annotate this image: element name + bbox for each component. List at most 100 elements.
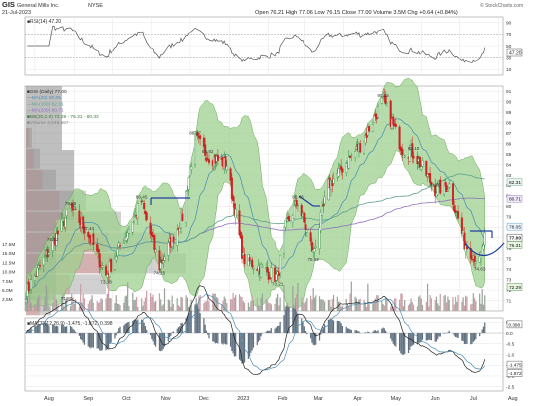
volume-bar bbox=[185, 295, 187, 311]
macd-histogram-bar bbox=[26, 330, 28, 334]
volume-bar bbox=[257, 305, 260, 311]
volume-bar bbox=[475, 301, 477, 311]
volume-bar bbox=[401, 293, 403, 311]
candle-body bbox=[389, 100, 392, 127]
candle-body bbox=[234, 208, 237, 219]
volume-bar bbox=[283, 284, 285, 311]
macd-histogram-bar bbox=[277, 325, 279, 334]
candle-body bbox=[64, 217, 67, 228]
macd-histogram-bar bbox=[170, 333, 172, 336]
macd-histogram-bar bbox=[62, 324, 64, 334]
candle-body bbox=[279, 254, 282, 274]
candle-body bbox=[149, 222, 152, 235]
macd-histogram-bar bbox=[97, 333, 100, 349]
volume-bar bbox=[74, 299, 77, 311]
macd-histogram-bar bbox=[357, 331, 359, 334]
macd-histogram-bar bbox=[212, 333, 214, 342]
volume-bar bbox=[364, 302, 366, 311]
volume-bar bbox=[345, 298, 347, 311]
candle-body bbox=[425, 160, 428, 176]
macd-histogram-bar bbox=[233, 333, 236, 357]
volume-profile-stack bbox=[26, 86, 62, 150]
volume-bar bbox=[213, 293, 215, 311]
price-value-tag-text: 78.05 bbox=[509, 225, 521, 231]
candle-body bbox=[465, 246, 468, 250]
macd-histogram-bar bbox=[91, 333, 93, 348]
price-value-tag bbox=[506, 195, 523, 203]
macd-histogram-bar bbox=[162, 333, 164, 350]
price-annotation: 74.25 bbox=[154, 271, 166, 276]
price-tick: 90 bbox=[506, 99, 512, 105]
volume-bar bbox=[47, 288, 49, 311]
volume-bar bbox=[332, 294, 335, 311]
macd-value-tag-text: -1.475 bbox=[509, 362, 522, 367]
candle-body bbox=[105, 266, 108, 276]
candle-body bbox=[167, 242, 170, 256]
price-tick: 89 bbox=[506, 110, 512, 116]
macd-histogram-bar bbox=[172, 331, 175, 334]
volume-bar bbox=[232, 292, 234, 311]
volume-bar bbox=[428, 306, 430, 311]
macd-histogram-bar bbox=[330, 318, 332, 334]
volume-bar bbox=[105, 298, 107, 311]
volume-bar bbox=[339, 301, 341, 311]
volume-bar bbox=[231, 299, 233, 311]
volume-bar bbox=[438, 305, 440, 311]
macd-histogram-bar bbox=[115, 333, 117, 336]
candle-body bbox=[267, 271, 270, 280]
volume-bar bbox=[331, 299, 333, 311]
macd-histogram-bar bbox=[274, 328, 276, 334]
volume-bar bbox=[453, 304, 455, 311]
volume-bar bbox=[336, 296, 338, 311]
volume-bar bbox=[158, 293, 161, 311]
candle-body bbox=[359, 143, 362, 153]
volume-bar bbox=[115, 295, 117, 311]
macd-histogram-bar bbox=[52, 324, 54, 334]
rsi-panel: ■RSI(14) 47.20 90 70 50 30 10 47.20 bbox=[24, 16, 523, 76]
macd-histogram-bar bbox=[216, 333, 218, 343]
volume-bar bbox=[92, 302, 94, 311]
volume-bar bbox=[249, 306, 251, 311]
price-value-tag-text: 77.00 bbox=[509, 236, 521, 242]
macd-histogram-bar bbox=[260, 333, 262, 337]
macd-histogram-bar bbox=[462, 333, 464, 342]
rsi-tick: 10 bbox=[506, 67, 512, 73]
volume-bar bbox=[454, 296, 457, 311]
candle-body bbox=[65, 209, 68, 216]
volume-bar bbox=[373, 300, 375, 311]
price-tick: 73 bbox=[506, 277, 512, 283]
volume-bar bbox=[63, 306, 65, 311]
volume-bar bbox=[306, 298, 308, 311]
macd-histogram-bar bbox=[226, 333, 228, 345]
macd-histogram-bar bbox=[167, 333, 169, 342]
candle-body bbox=[439, 179, 442, 194]
volume-bar bbox=[127, 282, 129, 311]
candle-body bbox=[384, 95, 387, 105]
volume-bar bbox=[91, 295, 93, 311]
macd-histogram-bar bbox=[195, 304, 197, 334]
macd-histogram-bar bbox=[69, 325, 72, 334]
volume-bar bbox=[365, 306, 368, 311]
macd-value-tag bbox=[506, 369, 523, 377]
volume-bar bbox=[374, 298, 377, 311]
volume-bar bbox=[372, 303, 374, 311]
volume-bar bbox=[448, 299, 450, 311]
volume-bar bbox=[395, 298, 397, 311]
volume-bar bbox=[82, 293, 84, 311]
volume-bar bbox=[153, 302, 155, 311]
macd-histogram-bar bbox=[336, 320, 338, 334]
candle-body bbox=[38, 264, 41, 267]
macd-histogram-bar bbox=[256, 333, 258, 346]
candle-body bbox=[418, 156, 421, 168]
volume-bar bbox=[53, 294, 55, 311]
candle-body bbox=[270, 267, 273, 278]
volume-bar bbox=[110, 298, 112, 311]
volume-bar bbox=[466, 296, 468, 311]
macd-histogram-bar bbox=[296, 311, 298, 334]
volume-bar bbox=[256, 298, 258, 311]
macd-histogram-bar bbox=[109, 333, 111, 344]
volume-bar bbox=[251, 295, 253, 311]
candle-body bbox=[275, 273, 278, 281]
macd-histogram-bar bbox=[421, 333, 424, 340]
volume-bar bbox=[304, 301, 307, 311]
